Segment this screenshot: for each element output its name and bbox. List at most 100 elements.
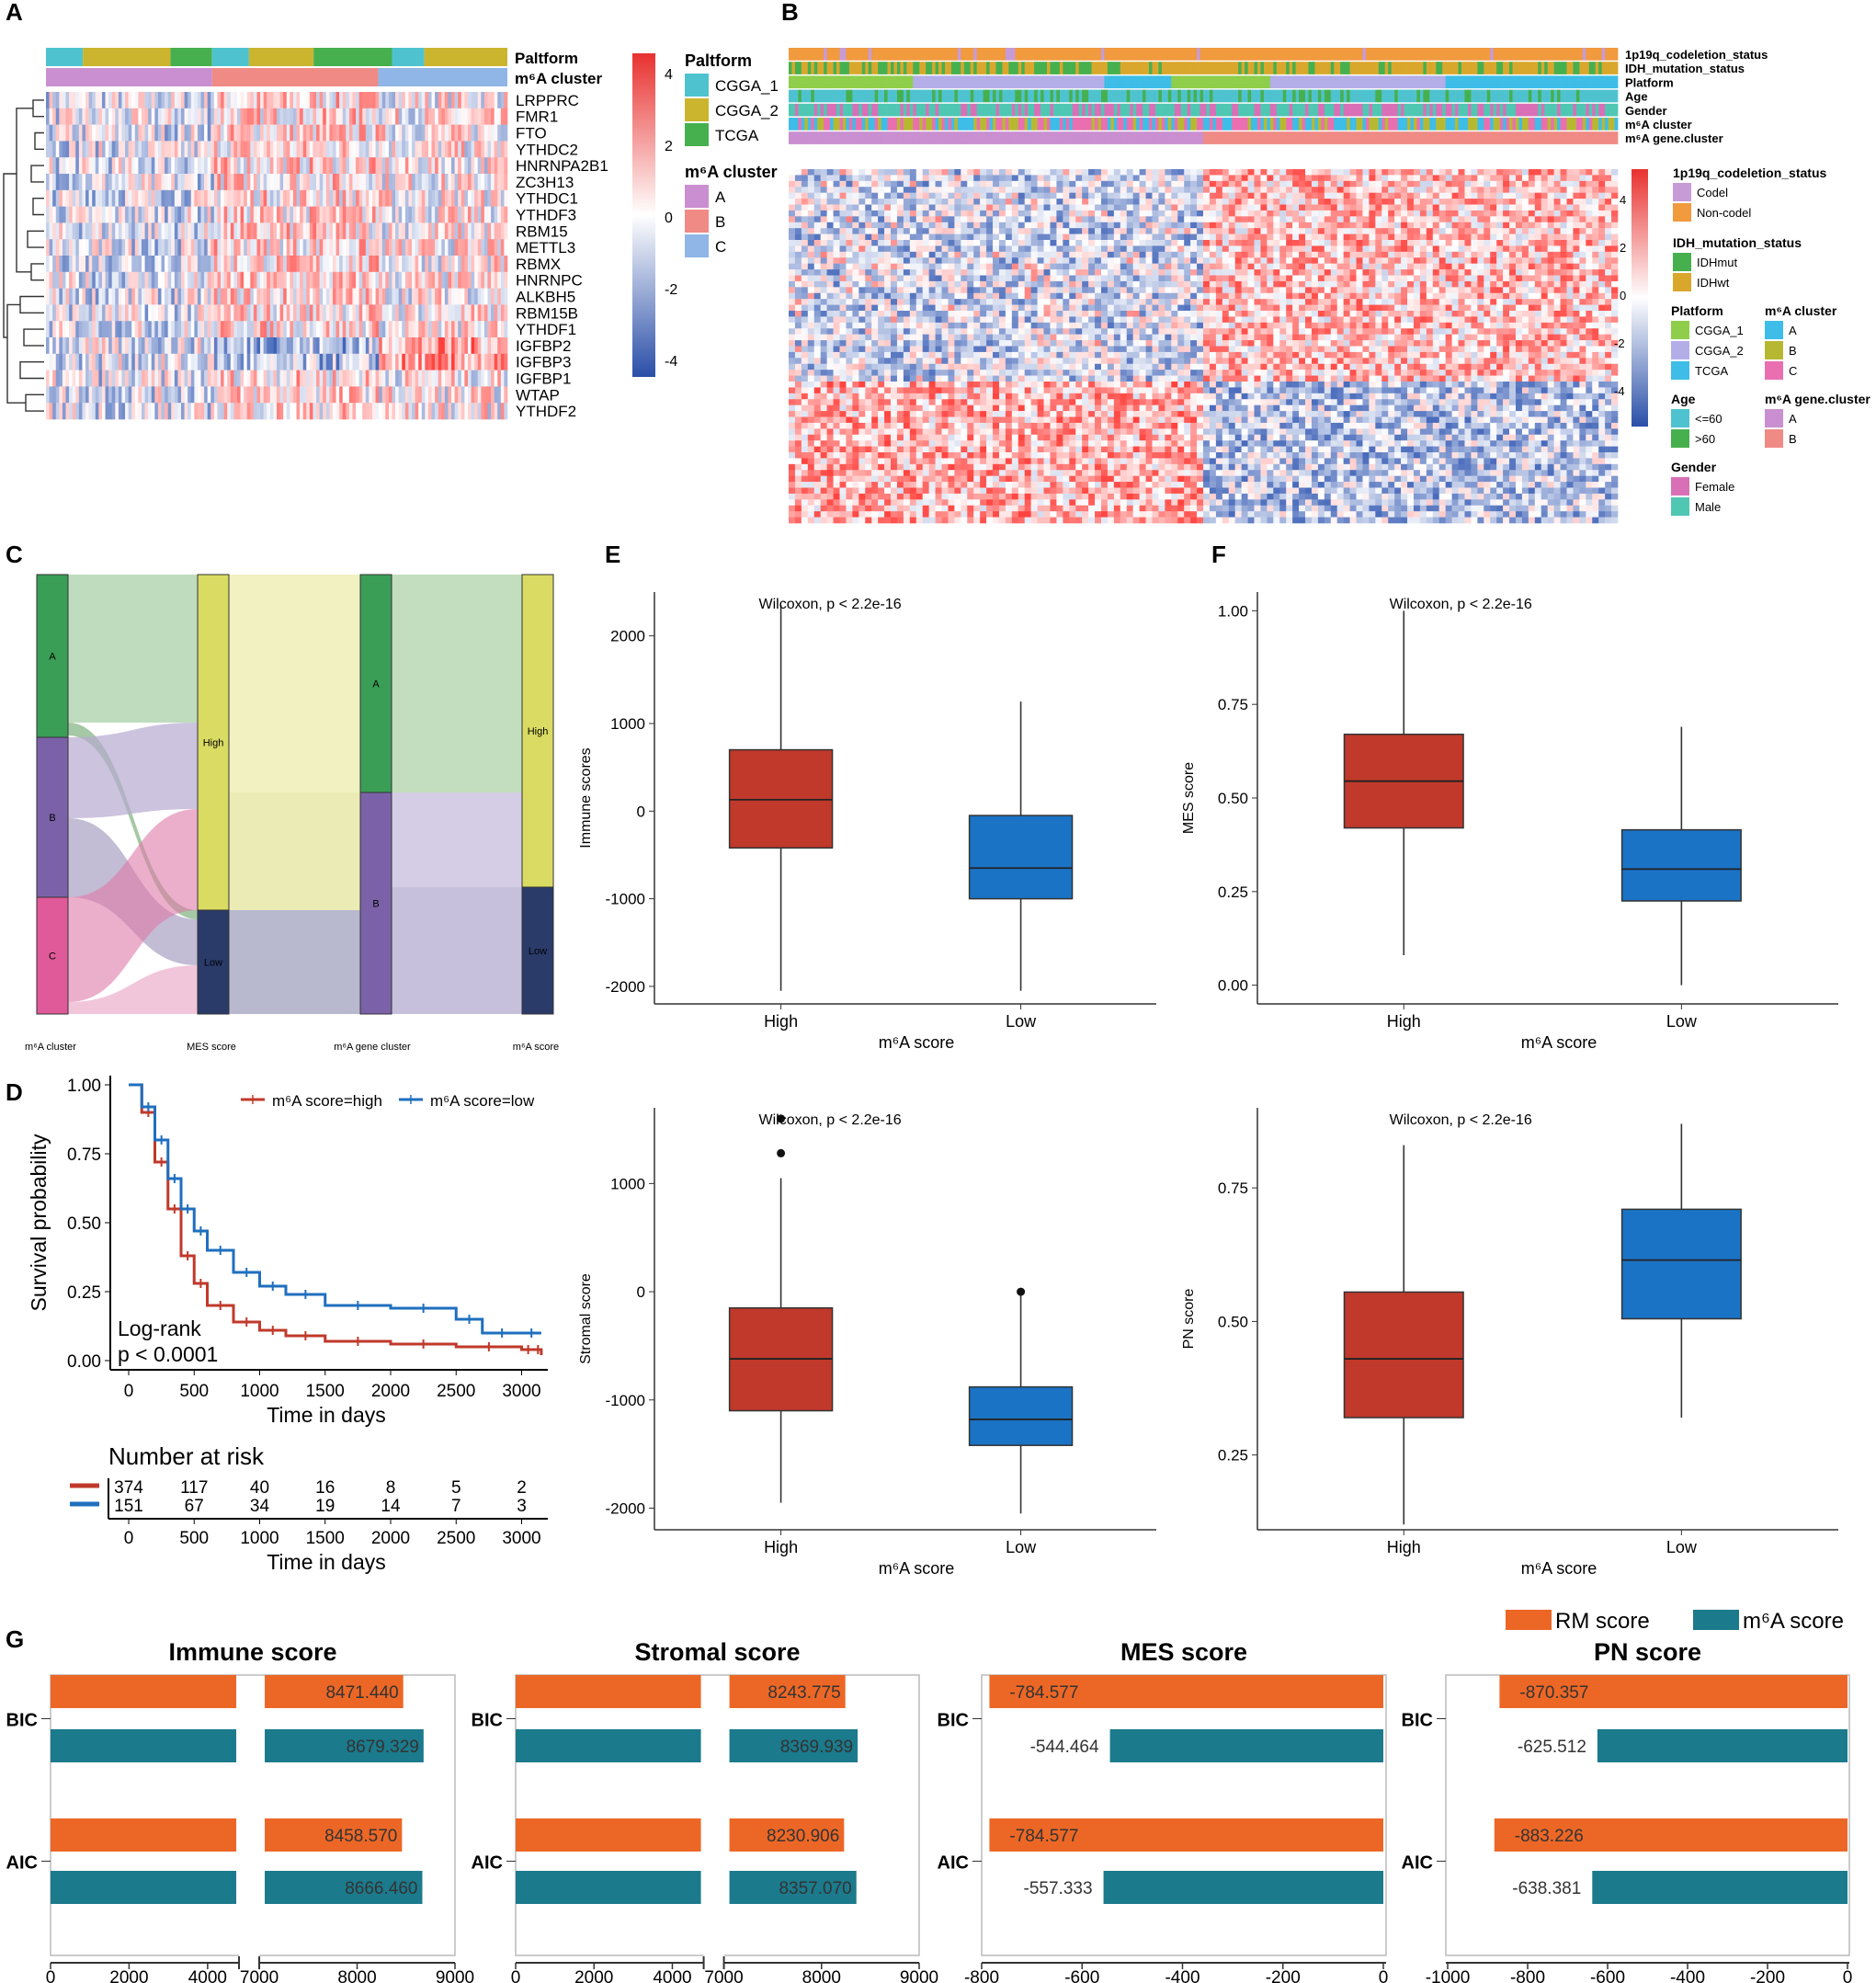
- heatmap-a-cell: [477, 174, 482, 191]
- heatmap-a-cell: [256, 386, 261, 404]
- annot-cell: [861, 103, 866, 117]
- heatmap-a-cell: [253, 141, 257, 158]
- annot-cell: [976, 48, 981, 61]
- annot-cell: [824, 48, 828, 61]
- annot-cell: [1484, 131, 1488, 144]
- heatmap-a-cell: [118, 189, 122, 207]
- heatmap-a-cell: [385, 321, 390, 338]
- annot-cell: [1582, 103, 1586, 117]
- heatmap-a-cell: [346, 141, 350, 158]
- gene-label: WTAP: [516, 386, 560, 404]
- annot-cell: [871, 89, 876, 103]
- annot-cell: [1152, 103, 1156, 117]
- gene-label: ALKBH5: [516, 289, 575, 306]
- heatmap-a-cell: [342, 124, 347, 142]
- heatmap-a-cell: [233, 304, 238, 322]
- heatmap-a-cell: [325, 321, 330, 338]
- annot-cell: [1269, 118, 1274, 131]
- heatmap-a-cell: [381, 353, 386, 370]
- heatmap-a-cell: [279, 174, 284, 191]
- heatmap-a-cell: [204, 239, 208, 256]
- annot-cell: [1034, 118, 1038, 131]
- annot-cell: [1126, 75, 1131, 89]
- heatmap-a-cell: [438, 256, 442, 273]
- annot-cell: [1225, 62, 1230, 74]
- annot-cell: [1365, 131, 1370, 144]
- heatmap-a-cell: [141, 256, 145, 273]
- heatmap-a-cell: [342, 174, 347, 191]
- annot-cell: [1365, 75, 1370, 89]
- heatmap-a-cell: [260, 189, 264, 207]
- annot-cell: [1069, 89, 1074, 103]
- heatmap-a-cell: [371, 271, 376, 289]
- heatmap-b-cell: [909, 169, 917, 176]
- heatmap-a-cell: [302, 256, 307, 273]
- heatmap-a-cell: [82, 403, 86, 420]
- heatmap-a-cell: [111, 239, 116, 256]
- heatmap-a-cell: [273, 239, 278, 256]
- heatmap-a-cell: [286, 124, 290, 142]
- annot-cell: [1052, 62, 1057, 74]
- heatmap-b-cell: [1158, 175, 1165, 182]
- heatmap-a-cell: [362, 239, 367, 256]
- heatmap-a-cell: [277, 157, 280, 175]
- annot-cell: [1088, 89, 1092, 103]
- heatmap-a-cell: [174, 141, 178, 158]
- heatmap-a-cell: [296, 189, 301, 207]
- heatmap-a-cell: [342, 141, 347, 158]
- annot-cell: [1321, 48, 1325, 61]
- annot-cell: [1538, 62, 1542, 74]
- heatmap-a-cell: [435, 141, 438, 158]
- heatmap-a-cell: [369, 288, 373, 305]
- heatmap-a-cell: [221, 108, 224, 125]
- heatmap-a-cell: [207, 222, 211, 240]
- annot-cell: [1149, 89, 1153, 103]
- heatmap-a-cell: [65, 386, 70, 404]
- heatmap-a-cell: [273, 108, 278, 125]
- annot-cell: [913, 89, 917, 103]
- annot-cell: [1438, 89, 1443, 103]
- heatmap-a-cell: [438, 353, 442, 370]
- heatmap-a-cell: [395, 206, 399, 223]
- annot-cell: [1308, 131, 1313, 144]
- heatmap-a-cell: [236, 174, 241, 191]
- annot-cell: [1515, 62, 1519, 74]
- annot-cell: [1553, 131, 1558, 144]
- heatmap-b-cell: [973, 180, 981, 188]
- heatmap-b-cell: [1203, 175, 1211, 182]
- annot-cell: [1464, 103, 1469, 117]
- heatmap-a-cell: [154, 189, 159, 207]
- annot-cell: [1028, 131, 1032, 144]
- heatmap-b-cell: [1381, 175, 1389, 182]
- heatmap-a-cell: [101, 321, 106, 338]
- annot-cell: [1269, 75, 1274, 89]
- heatmap-a-cell: [250, 370, 255, 387]
- heatmap-a-cell: [125, 271, 129, 289]
- annot-cell: [791, 62, 796, 74]
- heatmap-a-cell: [118, 222, 122, 240]
- annot-cell: [1336, 48, 1341, 61]
- annot-cell: [1521, 118, 1526, 131]
- annot-cell: [1256, 118, 1261, 131]
- heatmap-a-cell: [418, 288, 423, 305]
- annot-cell: [1149, 75, 1153, 89]
- annot-cell: [1273, 62, 1278, 74]
- annot-cell: [1557, 89, 1561, 103]
- heatmap-a-cell: [296, 239, 301, 256]
- dendrogram-branch: [25, 393, 44, 412]
- annot-cell: [1410, 48, 1415, 61]
- heatmap-a-cell: [348, 174, 353, 191]
- heatmap-a-cell: [230, 386, 234, 404]
- heatmap-b-cell: [1362, 169, 1370, 176]
- heatmap-a-cell: [177, 141, 182, 158]
- annot-cell: [1375, 131, 1380, 144]
- annot-cell: [1158, 75, 1163, 89]
- heatmap-b-cell: [858, 169, 866, 176]
- annot-cell: [961, 75, 965, 89]
- heatmap-a-cell: [286, 157, 290, 175]
- dendrogram-branch: [27, 230, 44, 248]
- heatmap-a-cell: [487, 189, 492, 207]
- heatmap-a-cell: [448, 157, 452, 175]
- annot-cell: [1215, 48, 1220, 61]
- heatmap-b-cell: [1050, 175, 1057, 182]
